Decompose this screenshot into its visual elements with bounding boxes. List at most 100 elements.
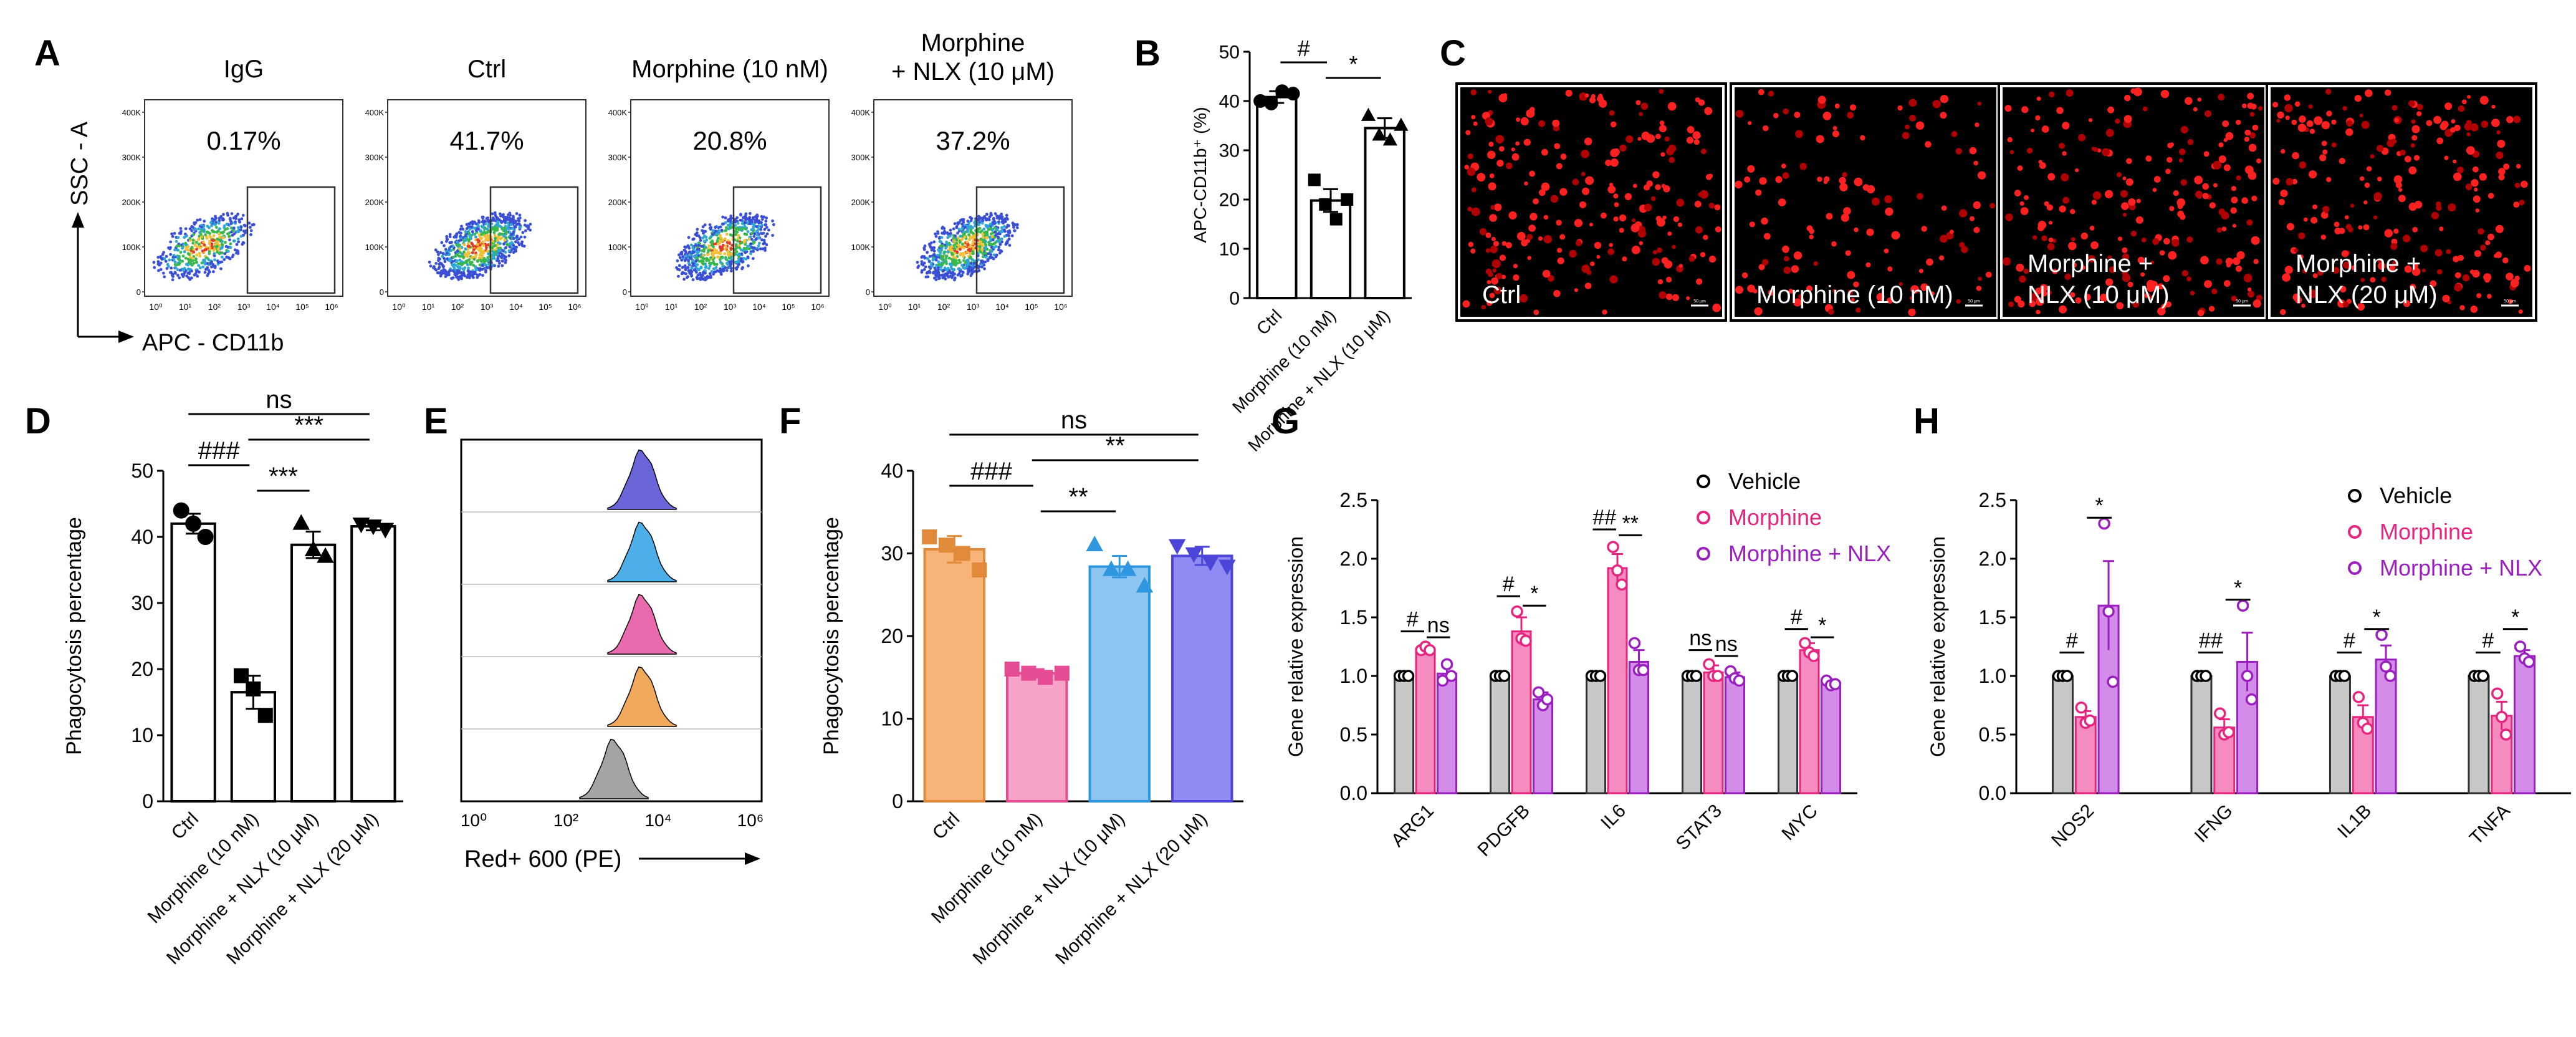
flow-event-dot	[931, 258, 935, 262]
flow-event-dot	[678, 253, 681, 257]
flow-event-dot	[1011, 221, 1015, 225]
flow-x-tick-label: 10⁴	[266, 302, 280, 312]
flow-event-dot	[992, 238, 995, 241]
flow-event-dot	[487, 263, 491, 266]
cell-spot	[1513, 274, 1520, 281]
cell-spot	[1556, 219, 1562, 226]
flow-event-dot	[739, 257, 743, 260]
flow-event-dot	[763, 241, 766, 244]
cell-spot	[1782, 172, 1789, 179]
cell-spot	[2473, 166, 2479, 173]
flow-event-dot	[179, 251, 183, 254]
flow-event-dot	[446, 273, 449, 277]
x-tick-label: Ctrl	[1253, 306, 1286, 339]
microscopy-image: Ctrl 50 μm	[1455, 82, 1727, 322]
flow-event-dot	[179, 232, 183, 235]
flow-event-dot	[689, 253, 692, 257]
cell-spot	[1487, 300, 1493, 306]
cell-spot	[2072, 263, 2077, 268]
cell-spot	[1585, 176, 1594, 185]
data-point	[1372, 127, 1387, 141]
data-point	[1637, 663, 1650, 677]
flow-event-dot	[960, 222, 964, 226]
data-point	[1185, 547, 1203, 563]
flow-event-dot	[1000, 215, 1004, 219]
cell-spot	[1542, 269, 1551, 278]
cell-spot	[2498, 174, 2505, 181]
flow-event-dot	[981, 216, 985, 220]
cell-spot	[1582, 187, 1590, 195]
flow-gate-percent: 20.8%	[692, 126, 767, 155]
cell-spot	[1559, 188, 1568, 196]
flow-event-dot	[684, 272, 687, 276]
flow-event-dot	[750, 232, 754, 235]
cell-spot	[1773, 113, 1779, 118]
flow-event-dot	[687, 261, 691, 265]
flow-event-dot	[990, 246, 994, 249]
cell-spot	[1493, 241, 1499, 247]
legend-marker	[2348, 561, 2362, 575]
flow-event-dot	[433, 265, 436, 268]
cell-spot	[2306, 120, 2314, 127]
cell-spot	[2292, 293, 2301, 301]
data-point	[2075, 702, 2087, 714]
flow-event-dot	[467, 266, 470, 270]
flow-event-dot	[980, 243, 984, 246]
flow-event-dot	[209, 221, 213, 224]
data-point	[1440, 658, 1453, 670]
cell-spot	[1589, 223, 1593, 227]
flow-event-dot	[219, 267, 223, 271]
flow-event-dot	[714, 225, 717, 229]
flow-event-dot	[735, 268, 739, 271]
flow-event-dot	[189, 251, 193, 255]
flow-event-dot	[478, 243, 482, 247]
cell-spot	[2075, 297, 2082, 304]
cell-spot	[2433, 115, 2442, 124]
cell-spot	[1667, 102, 1677, 111]
flow-event-dot	[949, 228, 952, 232]
cell-spot	[1526, 234, 1533, 240]
cell-spot	[2339, 158, 2345, 165]
cell-spot	[2408, 100, 2415, 107]
flow-event-dot	[186, 248, 190, 252]
data-point	[1616, 578, 1628, 591]
flow-event-dot	[198, 270, 201, 274]
cell-spot	[2179, 148, 2186, 155]
flow-event-dot	[509, 233, 513, 236]
cell-spot	[1493, 286, 1502, 295]
flow-event-dot	[969, 262, 973, 265]
cell-spot	[2204, 280, 2212, 288]
flow-event-dot	[981, 255, 985, 259]
flow-event-dot	[208, 246, 212, 249]
data-point	[2214, 707, 2226, 720]
cell-spot	[1574, 288, 1578, 292]
cell-spot	[1637, 137, 1642, 141]
data-point	[2241, 670, 2254, 682]
flow-event-dot	[998, 215, 1002, 218]
cell-spot	[2062, 196, 2070, 204]
cell-spot	[2197, 309, 2205, 317]
flow-event-dot	[445, 239, 448, 243]
flow-event-dot	[979, 250, 982, 254]
cell-spot	[1657, 218, 1665, 227]
data-point	[1361, 107, 1376, 121]
flow-event-dot	[952, 236, 955, 240]
cell-spot	[2213, 183, 2218, 188]
cell-spot	[1511, 147, 1515, 152]
data-point	[1004, 662, 1020, 677]
flow-event-dot	[956, 231, 959, 235]
flow-event-dot	[929, 267, 932, 270]
cell-spot	[2249, 132, 2256, 138]
cell-spot	[1541, 182, 1550, 191]
flow-event-dot	[959, 241, 962, 244]
cell-spot	[2466, 132, 2471, 137]
flow-event-dot	[472, 258, 476, 261]
flow-event-dot	[1000, 240, 1003, 244]
bar	[2375, 658, 2397, 794]
flow-event-dot	[448, 269, 451, 273]
flow-event-dot	[178, 261, 181, 265]
flow-event-dot	[694, 259, 697, 263]
cell-spot	[1847, 271, 1855, 279]
cell-spot	[1842, 172, 1847, 178]
